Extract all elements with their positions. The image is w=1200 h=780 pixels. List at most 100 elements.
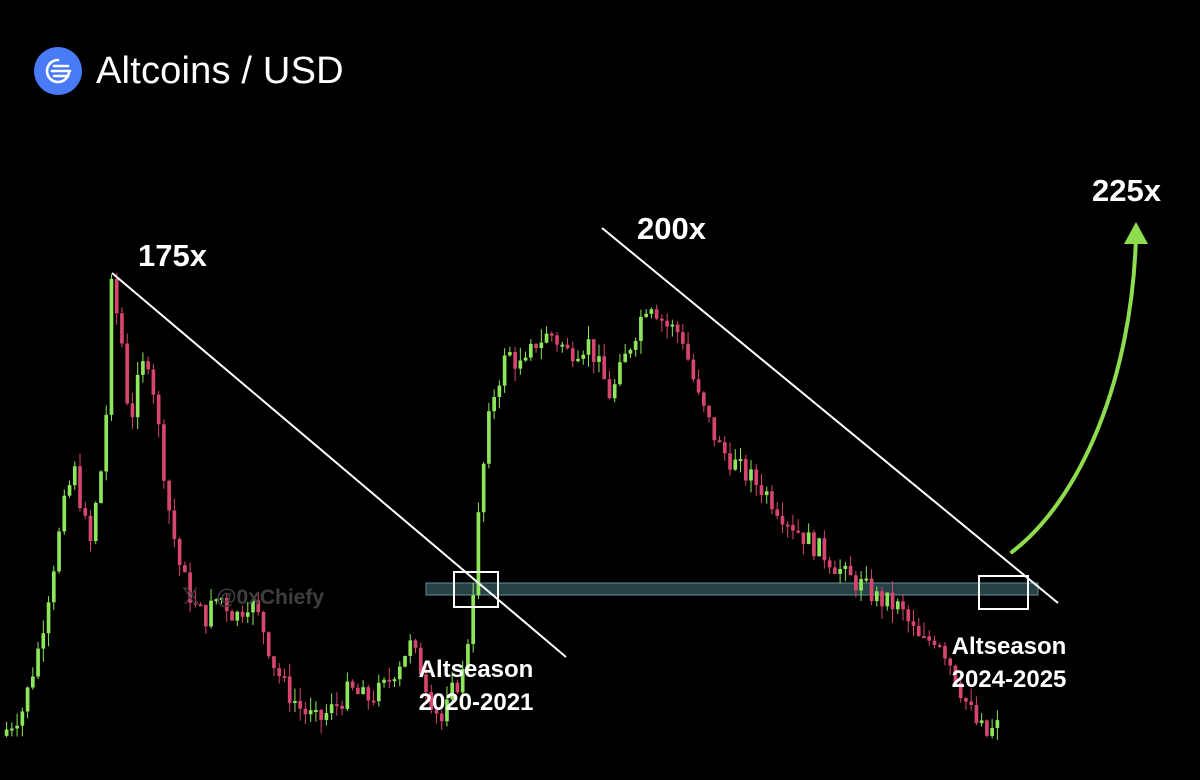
candle-series [4,272,1000,740]
candle-body [109,278,114,415]
candle-body [649,309,654,314]
candle-body [78,466,82,509]
candle-body [607,379,612,399]
candle-body [434,709,439,714]
candle-body [487,411,491,464]
candle-body [177,539,182,566]
trendline-2021-cycle [601,227,1059,604]
candle-body [413,640,418,648]
candle-body [549,333,554,336]
candle-body [376,682,381,702]
candle-body [602,356,607,380]
candle-body [125,343,130,404]
candle-body [728,453,732,470]
candle-body [120,313,124,344]
candle-body [838,569,842,574]
altseason-2020-box [453,571,499,608]
candle-body [948,658,953,666]
candle-body [901,601,905,610]
candle-body [151,369,156,395]
watermark: 𝕏 @0xChiefy [182,584,324,609]
support-band [425,582,1039,596]
candle-body [345,681,350,709]
candle-body [471,595,476,645]
candle-body [597,356,601,362]
candle-body [356,687,360,695]
candle-body [392,679,397,682]
candle-body [371,700,376,703]
candle-body [172,510,177,540]
candle-body [245,612,250,617]
candle-body [198,604,203,607]
candle-body [203,604,208,627]
candle-body [995,720,1000,728]
candle-body [287,676,292,703]
candle-body [15,725,19,729]
candle-body [801,532,806,545]
candle-body [639,316,643,341]
candle-body [492,397,496,412]
candle-body [188,572,192,603]
candle-body [665,320,669,327]
candle-body [943,645,947,659]
watermark-handle: @0xChiefy [216,586,324,609]
candle-body [586,339,591,355]
candle-body [418,647,423,675]
candle-body [408,640,413,656]
candle-body [308,710,313,715]
candle-body [770,491,774,510]
candle-body [775,509,780,516]
label-altseason-2020-years: 2020-2021 [419,689,534,716]
candle-body [382,679,386,683]
candle-body [93,502,98,542]
candle-body [565,344,570,349]
candle-body [20,711,25,726]
candle-body [251,600,255,613]
candle-body [261,612,266,633]
candle-body [591,339,596,362]
candle-body [754,469,759,486]
altcoins-logo-icon [34,47,82,95]
candle-body [932,640,937,646]
candle-body [183,565,187,573]
candle-body [539,342,544,348]
candle-body [424,674,428,693]
label-altseason-2024: Altseason [952,633,1067,660]
candle-body [791,524,795,531]
label-225x: 225x [1092,173,1162,208]
candle-body [361,687,365,695]
candle-body [167,480,171,511]
candle-body [859,579,863,591]
candle-body [397,666,402,680]
candle-body [743,459,748,481]
candle-body [4,729,9,736]
candle-body [350,681,355,688]
candle-body [62,495,67,532]
projection-arrow [1010,234,1138,554]
chart-header: Altcoins / USD [34,46,344,96]
candle-body [660,318,664,321]
candle-body [974,705,979,724]
candle-body [450,682,455,700]
candle-body [979,720,984,724]
candle-body [366,687,371,701]
candle-body [759,485,764,496]
candle-body [104,414,109,472]
candle-body [822,538,827,561]
candle-body [780,515,785,525]
candle-body [880,591,884,607]
candle-body [481,463,486,513]
candle-body [340,705,344,709]
candle-body [324,713,329,721]
candle-body [130,403,135,418]
candle-body [633,340,638,350]
candle-body [523,357,528,361]
candle-body [817,538,821,557]
candle-body [806,532,811,545]
label-200x: 200x [637,211,707,246]
candle-body [576,358,580,362]
candle-body [209,600,213,627]
candle-body [623,353,628,363]
candle-body [916,625,921,637]
candle-body [911,621,916,626]
